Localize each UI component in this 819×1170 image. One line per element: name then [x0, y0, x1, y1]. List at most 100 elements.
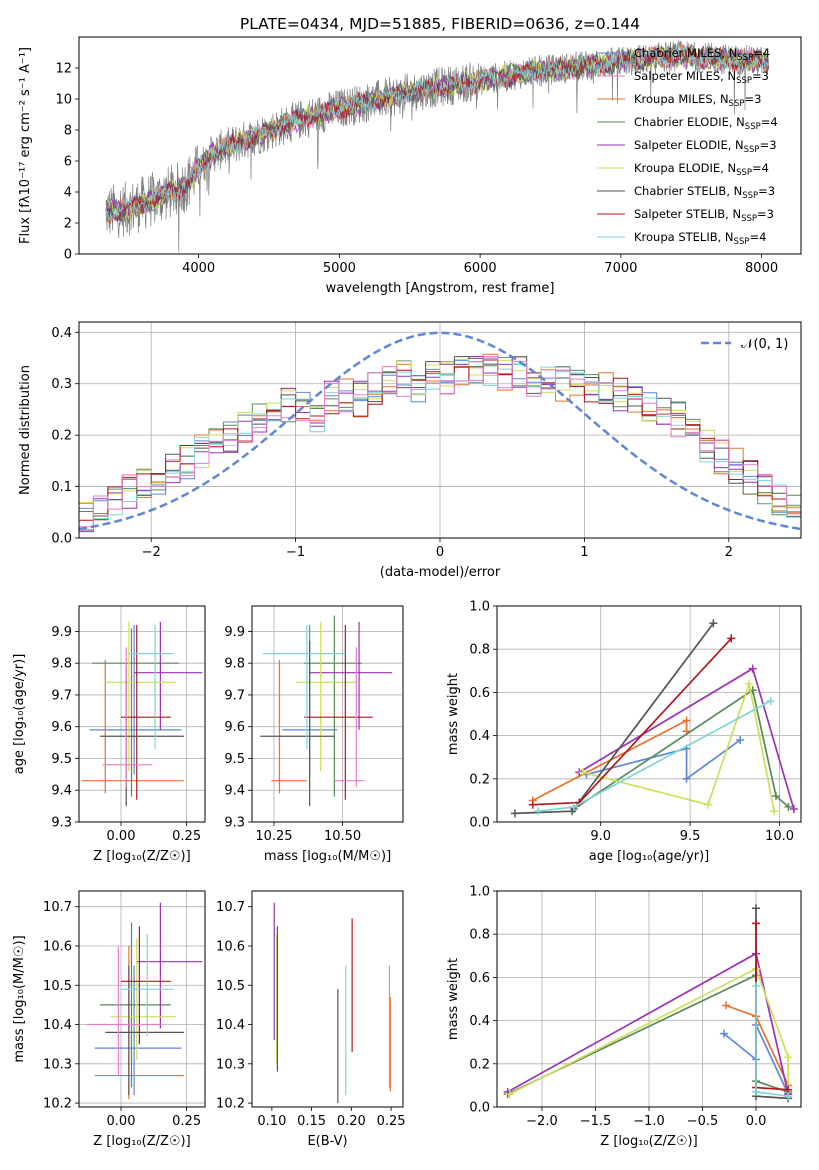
weight-series-line — [573, 688, 790, 810]
y-tick-label: 0.6 — [469, 971, 490, 986]
legend-subscript: SSP — [737, 53, 753, 63]
weight-series-line — [582, 680, 776, 812]
y-axis-label: Flux [fλ10⁻¹⁷ erg cm⁻² s⁻¹ A⁻¹] — [18, 47, 33, 244]
x-tick-label: 0.00 — [107, 829, 136, 844]
y-tick-label: 10.5 — [43, 979, 72, 994]
axes-frame — [496, 890, 802, 1108]
weight-series-line — [532, 637, 732, 806]
y-tick-label: 0.1 — [51, 480, 72, 495]
y-axis-label: mass [log₁₀(M/M☉)] — [12, 935, 27, 1062]
residual-histogram-panel: −2 −1 0 1 2 0.0 0.1 0.2 0.3 0.4 (data-model)/error… — [18, 321, 802, 580]
y-tick-label: 9.4 — [51, 784, 72, 799]
y-tick-label: 10.2 — [43, 1097, 72, 1112]
y-tick-label: 0.8 — [469, 928, 490, 943]
legend-tail: =3 — [758, 184, 775, 198]
weight-vs-age-panel: 9.0 9.5 10.0 0.0 0.2 0.4 0.6 0.8 1.0 age [log₁₀(a… — [446, 600, 802, 864]
y-tick-label: 9.3 — [224, 816, 245, 831]
x-tick-label: 0.25 — [172, 829, 201, 844]
plot-area — [273, 902, 391, 1104]
legend-tail: =4 — [749, 230, 766, 244]
weight-series-line — [755, 923, 789, 1091]
x-tick-label: −2 — [142, 545, 161, 560]
legend-label: Chabrier ELODIE, NSSP=4 — [634, 115, 778, 132]
x-tick-label: −2.0 — [526, 1114, 558, 1129]
y-tick-label: 9.8 — [224, 657, 245, 672]
legend-subscript: SSP — [736, 76, 752, 86]
x-tick-label: 4000 — [182, 261, 215, 276]
y-tick-label: 1.0 — [469, 885, 490, 900]
x-axis-label: mass [log₁₀(M/M☉)] — [264, 849, 391, 864]
x-tick-label: 10.0 — [765, 829, 794, 844]
y-tick-label: 0.0 — [51, 532, 72, 547]
axes-frame — [251, 605, 404, 823]
legend-subscript: SSP — [741, 214, 757, 224]
normal-curve-line — [79, 331, 801, 531]
legend-subscript: SSP — [729, 99, 745, 109]
plot-area — [260, 615, 393, 807]
plot-area — [81, 621, 203, 807]
axes-frame — [78, 890, 206, 1108]
y-tick-label: 9.9 — [51, 625, 72, 640]
y-tick-label: 9.3 — [51, 816, 72, 831]
y-tick-label: 9.7 — [224, 688, 245, 703]
y-axis-label: Normed distribution — [18, 365, 33, 495]
x-axis-label: wavelength [Angstrom, rest frame] — [326, 281, 555, 296]
weight-series-line — [578, 667, 795, 810]
histogram-step-line — [79, 364, 801, 530]
y-tick-label: 0 — [64, 248, 72, 263]
y-tick-label: 0.8 — [469, 643, 490, 658]
y-tick-label: 9.6 — [224, 720, 245, 735]
legend-tail: =3 — [744, 92, 761, 106]
y-tick-label: 0.0 — [469, 1101, 490, 1116]
legend-tail: =3 — [752, 69, 769, 83]
x-axis-label: age [log₁₀(age/yr)] — [589, 849, 710, 864]
y-tick-label: 0.2 — [469, 1057, 490, 1072]
weight-series-line — [755, 986, 789, 1098]
spectrum-panel: 4000 5000 6000 7000 8000 0 2 4 6 8 10 12 wavelength … — [18, 36, 802, 296]
x-tick-label: 9.5 — [680, 829, 701, 844]
y-axis-label: age [log₁₀(age/yr)] — [12, 654, 27, 775]
x-tick-label: 7000 — [604, 261, 637, 276]
y-tick-label: 9.6 — [51, 720, 72, 735]
legend-subscript: SSP — [742, 191, 758, 201]
y-tick-label: 9.5 — [224, 752, 245, 767]
axes-frame — [78, 36, 802, 255]
y-tick-label: 0.6 — [469, 686, 490, 701]
axes-frame — [496, 605, 802, 823]
y-tick-label: 0.2 — [51, 429, 72, 444]
x-tick-label: 0.25 — [377, 1114, 406, 1129]
legend-tail: =3 — [757, 207, 774, 221]
legend-label: 𝒩(0, 1) — [741, 337, 788, 352]
x-tick-label: −1.5 — [580, 1114, 612, 1129]
y-tick-label: 9.5 — [51, 752, 72, 767]
x-axis-label: Z [log₁₀(Z/Z☉)] — [93, 849, 190, 864]
histogram-step-line — [79, 356, 801, 531]
x-tick-label: −1 — [286, 545, 305, 560]
model-spectrum-line — [105, 46, 769, 222]
plot-area — [510, 619, 798, 818]
legend-label: Salpeter MILES, NSSP=3 — [634, 69, 769, 86]
observed-spectrum-line — [105, 40, 769, 253]
plot-area — [86, 902, 203, 1100]
legend-label: Salpeter ELODIE, NSSP=3 — [634, 138, 777, 155]
legend-tail: =4 — [753, 46, 770, 60]
y-tick-label: 9.9 — [224, 625, 245, 640]
y-axis-label: mass weight — [446, 673, 461, 755]
legend-tail: =3 — [760, 138, 777, 152]
plot-area — [79, 331, 801, 533]
y-tick-label: 10.3 — [43, 1057, 72, 1072]
weight-series-line — [507, 973, 789, 1095]
y-tick-label: 10.5 — [216, 979, 245, 994]
legend-subscript: SSP — [736, 168, 752, 178]
x-axis-label: Z [log₁₀(Z/Z☉)] — [600, 1134, 697, 1149]
x-tick-label: 0.00 — [107, 1114, 136, 1129]
figure-title: PLATE=0434, MJD=51885, FIBERID=0636, z=0… — [240, 15, 640, 33]
y-tick-label: 10.3 — [216, 1057, 245, 1072]
x-tick-label: 10.50 — [324, 829, 361, 844]
legend-subscript: SSP — [745, 122, 761, 132]
x-tick-label: 10.25 — [255, 829, 292, 844]
axes-frame — [251, 890, 404, 1108]
y-tick-label: 0.4 — [469, 729, 490, 744]
y-tick-label: 0.4 — [51, 326, 72, 341]
